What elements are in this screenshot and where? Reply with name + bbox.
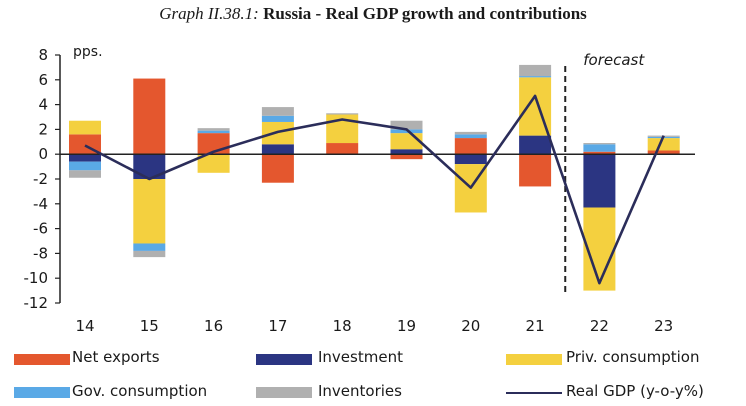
x-tick-label: 18: [333, 317, 352, 335]
x-tick-label: 22: [590, 317, 609, 335]
bar-inventories-22: [583, 143, 616, 145]
x-tick-label: 20: [461, 317, 480, 335]
bar-investment-21: [519, 135, 552, 155]
y-tick-label: 8: [38, 46, 48, 64]
bar-investment-17: [261, 144, 294, 155]
bar-investment-22: [583, 154, 616, 208]
legend-label-investment: Investment: [318, 348, 403, 366]
bar-priv-consumption-14: [69, 120, 101, 135]
legend: Net exports Investment Priv. consumption…: [0, 342, 746, 406]
bar-investment-20: [454, 154, 487, 165]
bar-net-exports-18: [326, 143, 359, 155]
legend-swatch-inventories: [256, 387, 312, 398]
y-tick-label: 6: [38, 71, 48, 89]
y-tick-label: 4: [38, 96, 48, 114]
x-tick-label: 17: [268, 317, 287, 335]
bar-gov-consumption-22: [583, 144, 616, 152]
bar-gov-consumption-17: [261, 115, 294, 122]
y-tick-label: -2: [33, 170, 48, 188]
bar-priv-consumption-23: [647, 138, 680, 151]
bar-inventories-16: [197, 128, 230, 131]
line-real-gdp: [84, 94, 665, 285]
bar-inventories-15: [133, 250, 166, 258]
legend-label-gov-consumption: Gov. consumption: [72, 382, 208, 400]
legend-label-real-gdp: Real GDP (y-o-y%): [566, 382, 704, 400]
x-tick-label: 21: [526, 317, 545, 335]
bar-gov-consumption-20: [454, 134, 487, 139]
bar-gov-consumption-14: [69, 161, 101, 171]
y-tick-label: -6: [33, 220, 48, 238]
bar-inventories-14: [69, 170, 101, 178]
x-tick-label: 23: [654, 317, 673, 335]
legend-swatch-investment: [256, 354, 312, 365]
bar-net-exports-17: [261, 154, 294, 183]
bar-investment-14: [69, 154, 101, 162]
bar-net-exports-23: [647, 150, 680, 155]
bar-inventories-20: [454, 131, 487, 135]
bar-net-exports-21: [519, 154, 552, 187]
bar-investment-19: [390, 149, 423, 155]
bar-priv-consumption-15: [133, 179, 166, 244]
y-tick-label: -12: [24, 294, 49, 312]
x-tick-label: 14: [75, 317, 94, 335]
bar-net-exports-22: [583, 151, 616, 155]
x-tick-label: 15: [140, 317, 159, 335]
bar-gov-consumption-21: [519, 76, 552, 78]
graph-number: Graph II.38.1:: [159, 4, 259, 23]
bar-gov-consumption-16: [197, 130, 230, 134]
bar-net-exports-15: [133, 78, 166, 155]
forecast-label: forecast: [583, 51, 645, 69]
legend-label-inventories: Inventories: [318, 382, 402, 400]
bar-inventories-18: [326, 113, 359, 115]
bar-gov-consumption-15: [133, 243, 166, 251]
legend-label-priv-consumption: Priv. consumption: [566, 348, 700, 366]
x-tick-label: 19: [397, 317, 416, 335]
legend-line-real-gdp: [506, 392, 562, 394]
legend-swatch-net-exports: [14, 354, 70, 365]
legend-swatch-gov-consumption: [14, 387, 70, 398]
chart-title-text: Russia - Real GDP growth and contributio…: [263, 4, 587, 23]
bar-net-exports-20: [454, 138, 487, 155]
chart-title: Graph II.38.1: Russia - Real GDP growth …: [0, 4, 746, 24]
y-axis-label: pps.: [73, 44, 103, 60]
y-tick-label: 2: [38, 120, 48, 138]
bar-inventories-21: [519, 64, 552, 77]
y-tick-label: 0: [38, 145, 48, 163]
bar-inventories-17: [261, 107, 294, 116]
legend-label-net-exports: Net exports: [72, 348, 160, 366]
bar-inventories-19: [390, 120, 423, 130]
y-tick-label: -8: [33, 244, 48, 262]
bar-net-exports-19: [390, 154, 423, 160]
y-tick-label: -4: [33, 195, 48, 213]
x-tick-label: 16: [204, 317, 223, 335]
legend-swatch-priv-consumption: [506, 354, 562, 365]
y-tick-label: -10: [24, 269, 49, 287]
bar-gov-consumption-19: [390, 129, 423, 134]
bar-priv-consumption-16: [197, 154, 230, 173]
